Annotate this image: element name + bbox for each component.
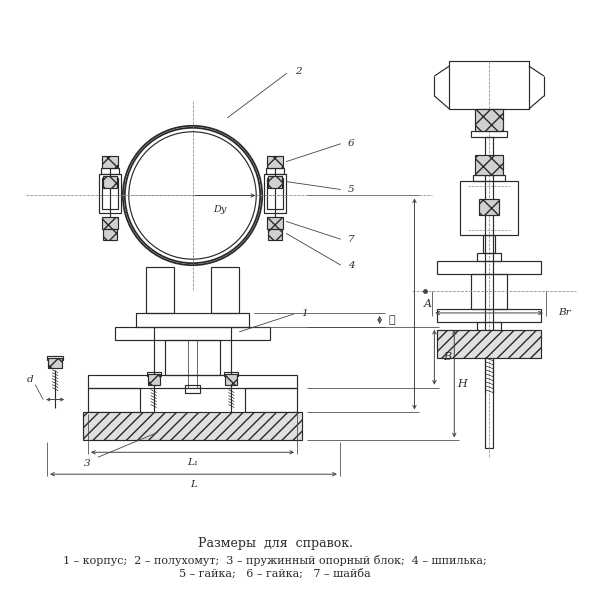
Text: Br: Br [558,308,571,317]
Bar [460,181,518,235]
Bar [103,229,117,240]
Bar [185,385,200,392]
Bar [83,412,302,440]
Text: 4: 4 [348,260,355,269]
Bar [101,167,119,173]
Bar [211,267,239,313]
Text: 5: 5 [348,185,355,194]
Bar [48,358,62,368]
Bar [477,253,501,261]
Bar [437,309,541,322]
Bar [449,61,529,109]
Bar [226,374,237,385]
Bar [267,155,283,167]
Bar [268,176,282,188]
Text: 6: 6 [348,139,355,148]
Text: L: L [190,479,197,488]
Text: A: A [424,299,431,309]
Bar [473,175,505,181]
Bar [264,173,286,214]
Bar [146,267,173,313]
Bar [102,178,118,209]
Text: 5 – гайка;   6 – гайка;   7 – шайба: 5 – гайка; 6 – гайка; 7 – шайба [179,569,371,579]
Bar [245,388,297,412]
Bar [477,322,501,330]
Bar [449,61,529,109]
Bar [479,199,499,215]
Bar [164,340,220,374]
Text: ℓ: ℓ [388,315,395,325]
Bar [99,173,121,214]
Bar [266,167,284,173]
Bar [136,313,249,327]
Bar [88,374,297,388]
Bar [88,388,140,412]
Bar [148,374,160,385]
Text: 3: 3 [85,459,91,468]
Text: H: H [457,379,467,389]
Bar [102,217,118,229]
Bar [437,261,541,274]
Bar [224,371,238,376]
Bar [267,178,283,209]
Text: 7: 7 [348,235,355,244]
Bar [483,235,495,253]
Text: 1: 1 [301,310,308,319]
Text: 1 – корпус;  2 – полухомут;  3 – пружинный опорный блок;  4 – шпилька;: 1 – корпус; 2 – полухомут; 3 – пружинный… [63,555,487,566]
Bar [437,330,541,358]
Bar [102,155,118,167]
Bar [267,217,283,229]
Bar [147,371,161,376]
Bar [47,356,63,360]
Bar [449,61,529,109]
Text: L₁: L₁ [187,458,198,467]
Text: Размеры  для  справок.: Размеры для справок. [197,538,353,550]
Bar [268,229,282,240]
Bar [471,274,507,309]
Bar [475,109,503,131]
Bar [485,137,493,448]
Bar [115,327,270,340]
Text: 2: 2 [295,67,302,76]
Bar [103,176,117,188]
Text: B: B [443,352,451,362]
Text: Dу: Dу [214,205,227,214]
Text: d: d [27,375,34,384]
Bar [471,131,507,137]
Bar [475,155,503,175]
